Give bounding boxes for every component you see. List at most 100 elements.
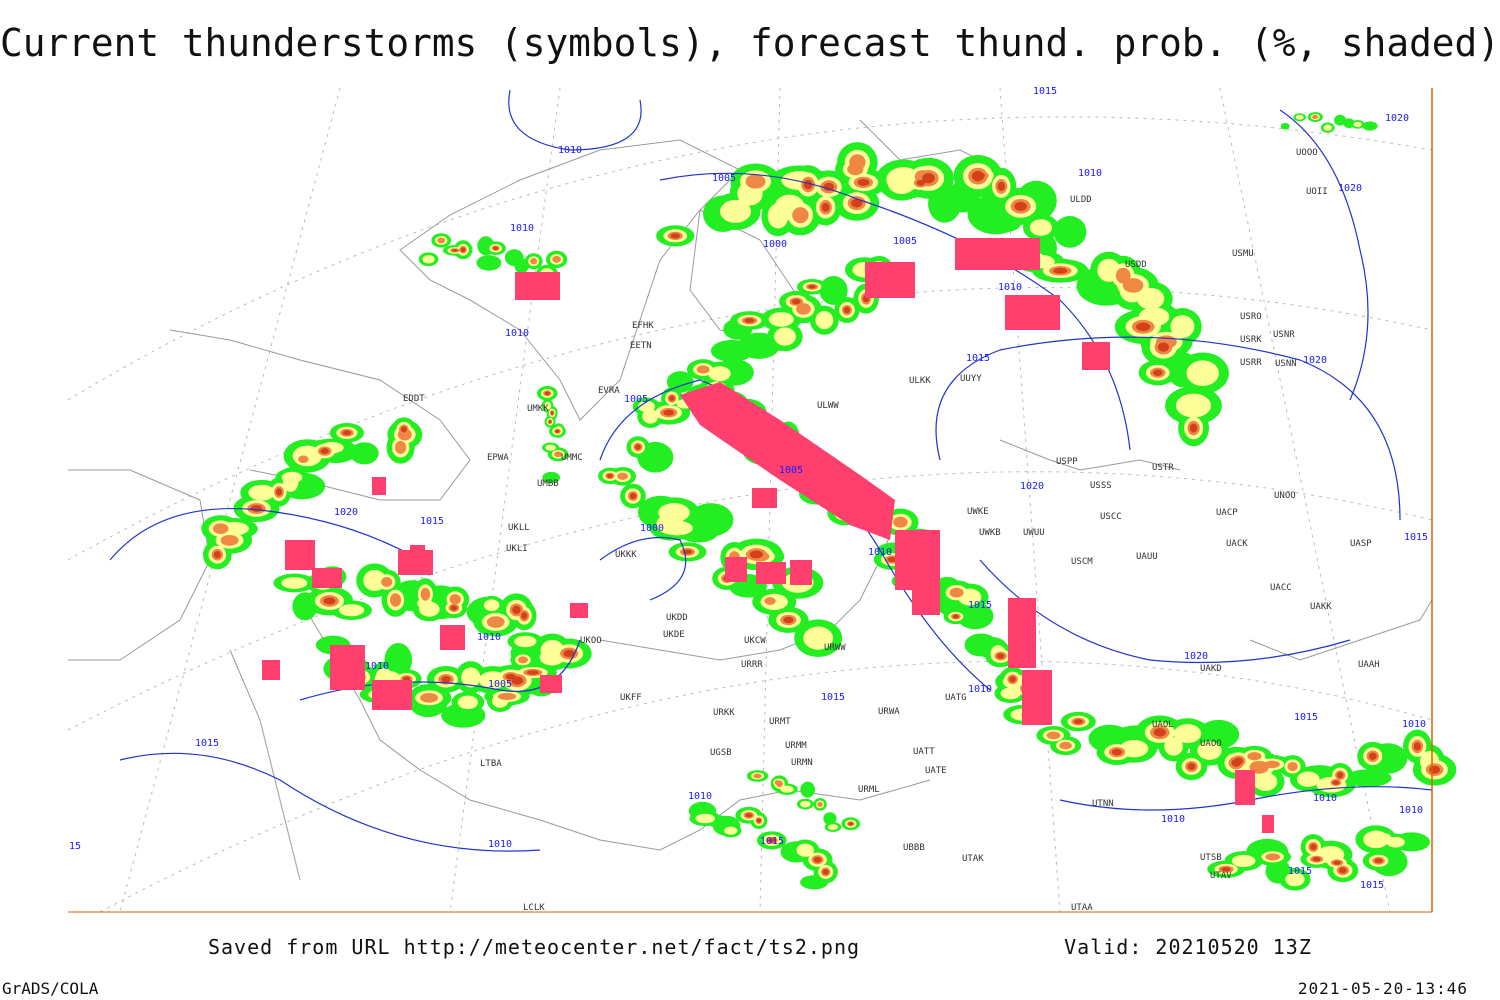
shade-cell	[281, 577, 308, 589]
isobar-label: 1010	[688, 791, 712, 802]
isobar-label: 1010	[510, 223, 534, 234]
station-label: UASP	[1350, 539, 1372, 549]
shade-cell	[394, 440, 407, 454]
storm-symbol	[440, 625, 465, 650]
shade-cell	[1122, 278, 1144, 293]
shade-cell	[1285, 872, 1305, 887]
shade-cell	[441, 675, 451, 683]
shade-cell	[887, 172, 916, 195]
shade-cell	[275, 488, 283, 496]
shade-cell	[550, 411, 554, 415]
shade-cell	[1332, 780, 1340, 785]
station-label: UOII	[1306, 187, 1328, 197]
shade-cell	[848, 822, 854, 826]
shade-cell	[1280, 122, 1290, 130]
storm-symbol	[680, 382, 895, 540]
storm-symbol	[1235, 770, 1255, 805]
station-label: UWKB	[979, 528, 1001, 538]
station-label: UACP	[1216, 508, 1238, 518]
shade-cell	[457, 695, 479, 710]
shade-cell	[417, 598, 433, 609]
station-label: UWKE	[967, 507, 989, 517]
shade-cell	[449, 594, 461, 605]
shade-cell	[1175, 393, 1212, 418]
shade-cell	[545, 444, 556, 451]
shade-cell	[544, 391, 550, 396]
shade-cell	[213, 551, 221, 559]
valid-time: Valid: 20210520 13Z	[1064, 935, 1312, 959]
shade-cell	[669, 395, 675, 402]
shade-cell	[420, 693, 439, 703]
shade-cell	[552, 255, 561, 263]
shade-cell	[1164, 737, 1183, 756]
shade-cell	[957, 588, 982, 606]
shade-cell	[744, 318, 755, 323]
isobar-label: 1020	[1303, 355, 1327, 366]
shade-cell	[1009, 676, 1016, 683]
title: Current thunderstorms (symbols), forecas…	[0, 21, 1500, 65]
isobar-label: 1010	[558, 145, 582, 156]
storm-symbol	[540, 675, 562, 693]
shade-cell	[544, 401, 552, 410]
shade-cell	[642, 409, 659, 424]
shade-cell	[1374, 858, 1383, 864]
station-label: UGSB	[710, 748, 732, 758]
shade-cell	[1429, 765, 1441, 774]
station-label: UATT	[913, 747, 935, 757]
shade-cell	[437, 237, 446, 244]
station-label: EVRA	[598, 386, 620, 396]
station-label: UAOO	[1200, 739, 1222, 749]
shade-cell	[1173, 724, 1202, 744]
shade-cell	[486, 616, 505, 628]
station-label: UKOO	[580, 636, 602, 646]
station-label: USSS	[1090, 481, 1112, 491]
shade-cell	[822, 869, 829, 875]
shade-cell	[1053, 267, 1068, 274]
shade-cell	[893, 516, 908, 528]
storm-symbol	[515, 272, 560, 300]
station-label: UKFF	[620, 693, 642, 703]
station-label: UKCW	[744, 636, 766, 646]
shade-cell	[606, 473, 613, 478]
shade-cell	[857, 178, 870, 186]
shade-cell	[1312, 857, 1321, 862]
station-label: USDD	[1125, 260, 1147, 270]
station-label: UKLL	[508, 523, 530, 533]
shade-cell	[1265, 853, 1281, 861]
station-label: EPWA	[487, 453, 509, 463]
station-label: URML	[858, 785, 880, 795]
station-label: USPP	[1056, 457, 1078, 467]
shade-cell	[1153, 728, 1166, 737]
shade-cell	[821, 202, 830, 212]
station-label: USNN	[1275, 359, 1297, 369]
shade-cell	[997, 181, 1006, 192]
station-label: UNOO	[1274, 491, 1296, 501]
shade-cell	[952, 614, 959, 619]
shade-cell	[719, 199, 751, 223]
station-label: UATE	[925, 766, 947, 776]
shade-cell	[783, 616, 794, 624]
isobar-label: 1020	[1184, 651, 1208, 662]
thunderstorm-symbols	[262, 238, 1274, 833]
shade-cell	[220, 534, 239, 546]
isobar-label: 1010	[868, 547, 892, 558]
shade-cell	[1336, 772, 1344, 779]
shade-cell	[756, 818, 761, 823]
shade-cell	[555, 429, 560, 433]
shade-cell	[808, 284, 816, 289]
shade-cell	[1345, 769, 1392, 787]
shade-cell	[956, 602, 994, 630]
isobar-label: 1020	[1385, 113, 1409, 124]
station-label: UAKK	[1310, 602, 1332, 612]
shade-cell	[764, 597, 776, 605]
storm-symbol	[312, 568, 342, 588]
shade-cell	[563, 649, 575, 658]
shade-cell	[250, 505, 263, 512]
shade-cell	[1413, 742, 1421, 751]
storm-symbol	[912, 590, 940, 615]
shade-cell	[800, 800, 811, 808]
shade-cell	[1333, 860, 1341, 865]
station-label: UKKK	[615, 550, 637, 560]
shade-cell	[1059, 741, 1072, 750]
